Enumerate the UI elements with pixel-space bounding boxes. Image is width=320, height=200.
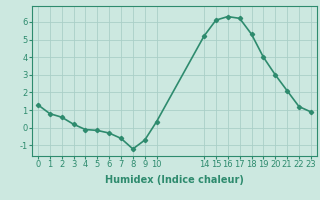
X-axis label: Humidex (Indice chaleur): Humidex (Indice chaleur) — [105, 175, 244, 185]
